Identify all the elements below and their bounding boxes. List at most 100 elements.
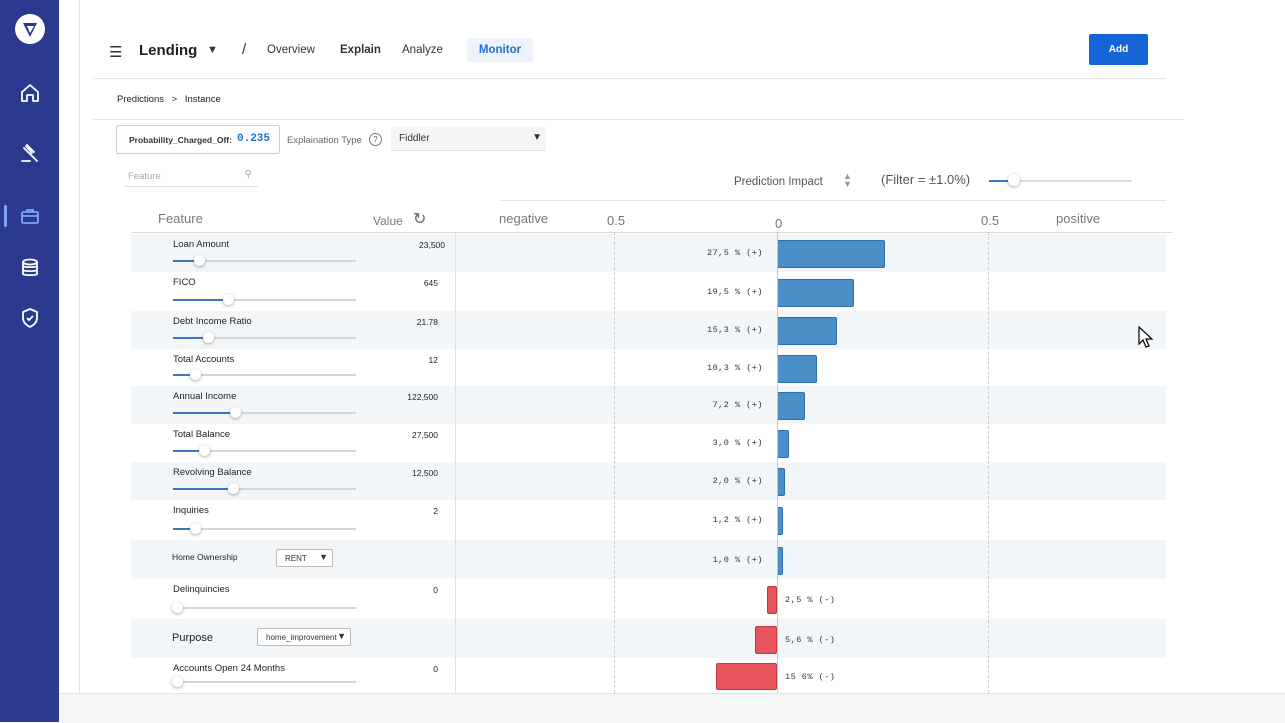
tab-explain[interactable]: Explain [340, 44, 381, 56]
impact-label: 15 6% (-) [785, 671, 836, 682]
table-row: FICO 645 19,5 % (+) [131, 272, 1166, 311]
impact-label: 1,0 % (+) [712, 554, 763, 565]
explanation-type-value: Fiddler [399, 133, 430, 144]
database-icon[interactable] [18, 256, 42, 280]
prediction-value: 0.235 [237, 133, 271, 145]
feature-dropdown-value: home_improvement [266, 633, 337, 642]
feature-slider-track[interactable] [173, 681, 356, 683]
feature-slider-fill [173, 488, 233, 490]
tab-monitor[interactable]: Monitor [467, 38, 533, 62]
impact-label: 15,3 % (+) [706, 325, 763, 335]
feature-slider-handle[interactable] [228, 483, 239, 494]
feature-name: Home Ownership [172, 552, 238, 562]
impact-label: 2,5 % (-) [785, 595, 836, 605]
feature-slider-track[interactable] [173, 488, 356, 490]
explanation-type-label: Explaination Type [287, 135, 362, 146]
reset-icon[interactable]: ↻ [413, 211, 427, 228]
prediction-label: Probability_Charged_Off: [129, 135, 232, 145]
feature-name: Inquiries [173, 505, 209, 516]
explanation-type-select[interactable]: Fiddler ▼ [391, 127, 546, 151]
feature-dropdown[interactable]: RENT ▼ [276, 549, 333, 567]
shield-icon[interactable] [18, 306, 42, 330]
impact-bar [777, 468, 785, 496]
page-title[interactable]: Lending [139, 42, 198, 59]
feature-slider-track[interactable] [173, 450, 356, 452]
feature-slider-track[interactable] [173, 260, 356, 262]
feature-slider-track[interactable] [173, 412, 356, 414]
prediction-box: Probability_Charged_Off: 0.235 [116, 125, 280, 154]
header-divider [93, 78, 1166, 79]
feature-value: 21.78 [416, 317, 438, 327]
gridline-left [614, 232, 615, 693]
feature-slider-fill [173, 412, 235, 414]
search-input[interactable]: Feature [128, 171, 161, 182]
feature-name: FICO [173, 277, 196, 288]
feature-slider-handle[interactable] [172, 676, 183, 687]
impact-label: 10,3 % (+) [706, 362, 763, 373]
feature-slider-handle[interactable] [223, 294, 234, 305]
chevron-down-icon[interactable]: ▼ [207, 44, 218, 56]
feature-slider-track[interactable] [173, 374, 356, 376]
impact-label: 7,2 % (+) [712, 400, 763, 410]
breadcrumb-separator: > [171, 94, 178, 105]
feature-name: Annual Income [173, 391, 237, 402]
add-button[interactable]: Add [1089, 34, 1148, 65]
feature-dropdown[interactable]: home_improvement ▼ [257, 628, 351, 646]
feature-value: 0 [433, 585, 438, 595]
active-indicator [4, 205, 7, 227]
sort-icon[interactable]: ▲ ▼ [843, 171, 852, 189]
zero-line [777, 232, 778, 693]
gavel-icon[interactable] [18, 141, 42, 165]
feature-slider-track[interactable] [173, 607, 356, 609]
impact-label: 19,5 % (+) [706, 286, 763, 297]
table-row: Annual Income 122,500 7,2 % (+) [131, 386, 1166, 424]
feature-name: Revolving Balance [173, 467, 252, 478]
impact-label: 27,5 % (+) [706, 248, 763, 258]
chevron-down-icon: ▼ [532, 132, 542, 143]
home-icon[interactable] [18, 81, 42, 105]
filter-slider-fill [989, 180, 1014, 182]
feature-slider-track[interactable] [173, 299, 356, 301]
impact-bar [777, 317, 838, 345]
table-row: Revolving Balance 12,500 2,0 % (+) [131, 462, 1166, 500]
feature-value: 27,500 [412, 430, 438, 440]
table-row: Accounts Open 24 Months 0 15 6% (-) [131, 658, 1166, 693]
filter-slider-handle[interactable] [1008, 174, 1020, 186]
feature-slider-track[interactable] [173, 528, 356, 530]
feature-value: 645 [423, 278, 438, 288]
feature-slider-handle[interactable] [172, 602, 183, 613]
briefcase-icon[interactable] [18, 204, 42, 228]
feature-slider-handle[interactable] [194, 255, 205, 266]
feature-slider-handle[interactable] [230, 407, 241, 418]
feature-slider-handle[interactable] [190, 523, 201, 534]
main-border [79, 0, 80, 693]
feature-slider-handle[interactable] [203, 332, 214, 343]
axis-tick-left: 0.5 [607, 213, 626, 228]
breadcrumb-predictions[interactable]: Predictions [117, 94, 164, 105]
feature-value: 23,500 [419, 240, 445, 250]
table-row: Total Balance 27,500 3,0 % (+) [131, 424, 1166, 462]
feature-search[interactable]: Feature ⚲ [124, 166, 258, 187]
feature-slider-handle[interactable] [199, 445, 210, 456]
feature-name: Total Balance [173, 429, 231, 440]
table-row: Delinquincies 0 2,5 % (-) [131, 579, 1166, 619]
table-row: Loan Amount 23,500 27,5 % (+) [131, 234, 1166, 272]
table-row: Debt Income Ratio 21.78 15,3 % (+) [131, 311, 1166, 349]
tab-overview[interactable]: Overview [267, 44, 315, 56]
feature-slider-fill [173, 337, 208, 339]
feature-slider-track[interactable] [173, 337, 356, 339]
feature-slider-handle[interactable] [190, 369, 201, 380]
menu-icon[interactable]: ☰ [109, 44, 123, 61]
filter-slider-track[interactable] [989, 180, 1132, 182]
impact-label: 2,0 % (+) [712, 476, 763, 486]
logo-icon[interactable] [15, 14, 45, 44]
impact-bar [777, 240, 885, 268]
help-icon[interactable]: ? [369, 133, 382, 146]
tab-analyze[interactable]: Analyze [402, 44, 443, 56]
feature-slider-fill [173, 374, 195, 376]
axis-top-divider [500, 200, 1166, 201]
breadcrumb: Predictions > Instance [117, 94, 221, 105]
positive-label: positive [1056, 211, 1101, 226]
sidebar [0, 0, 59, 722]
impact-bar [777, 354, 818, 383]
